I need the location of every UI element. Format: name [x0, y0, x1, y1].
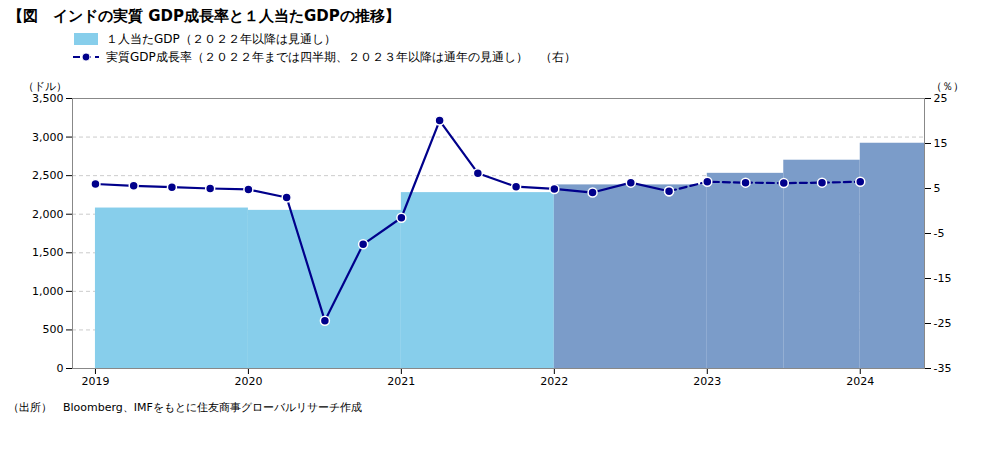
svg-text:3,500: 3,500 — [32, 92, 64, 105]
svg-text:15: 15 — [934, 137, 948, 150]
svg-text:2,000: 2,000 — [32, 208, 64, 221]
svg-text:-15: -15 — [934, 272, 952, 285]
svg-text:-25: -25 — [934, 317, 952, 330]
svg-text:5: 5 — [934, 182, 941, 195]
svg-text:25: 25 — [934, 92, 948, 105]
svg-text:2021: 2021 — [387, 375, 415, 388]
svg-text:2020: 2020 — [234, 375, 262, 388]
html-text:（出所） Bloomberg、IMFをもとに住友商事グローバ: （出所） Bloomberg、IMFをもとに住友商事グローバルリサーチ作成 — [8, 401, 362, 414]
svg-text:2024: 2024 — [846, 375, 874, 388]
svg-text:-5: -5 — [934, 227, 945, 240]
svg-text:2,500: 2,500 — [32, 169, 64, 182]
html-text:【図 インドの実質 GDP成長率と１人当たGDPの推移】: 【図 インドの実質 GDP成長率と１人当たGDPの推移】 — [8, 7, 400, 25]
svg-text:-35: -35 — [934, 362, 952, 375]
html-text:実質GDP成長率（２０２２年までは四半期、２０２３年以降は通: 実質GDP成長率（２０２２年までは四半期、２０２３年以降は通年の見通し） （右） — [106, 50, 576, 64]
svg-text:（ドル）: （ドル） — [23, 80, 67, 93]
svg-text:（％）: （％） — [931, 80, 964, 93]
svg-text:2022: 2022 — [540, 375, 568, 388]
svg-text:3,000: 3,000 — [32, 131, 64, 144]
svg-text:2019: 2019 — [81, 375, 109, 388]
html-text:１人当たGDP（２０２２年以降は見通し）: １人当たGDP（２０２２年以降は見通し） — [106, 32, 336, 46]
svg-text:500: 500 — [43, 323, 64, 336]
svg-text:1,500: 1,500 — [32, 246, 64, 259]
svg-text:0: 0 — [57, 362, 64, 375]
svg-text:1,000: 1,000 — [32, 285, 64, 298]
svg-text:2023: 2023 — [693, 375, 721, 388]
